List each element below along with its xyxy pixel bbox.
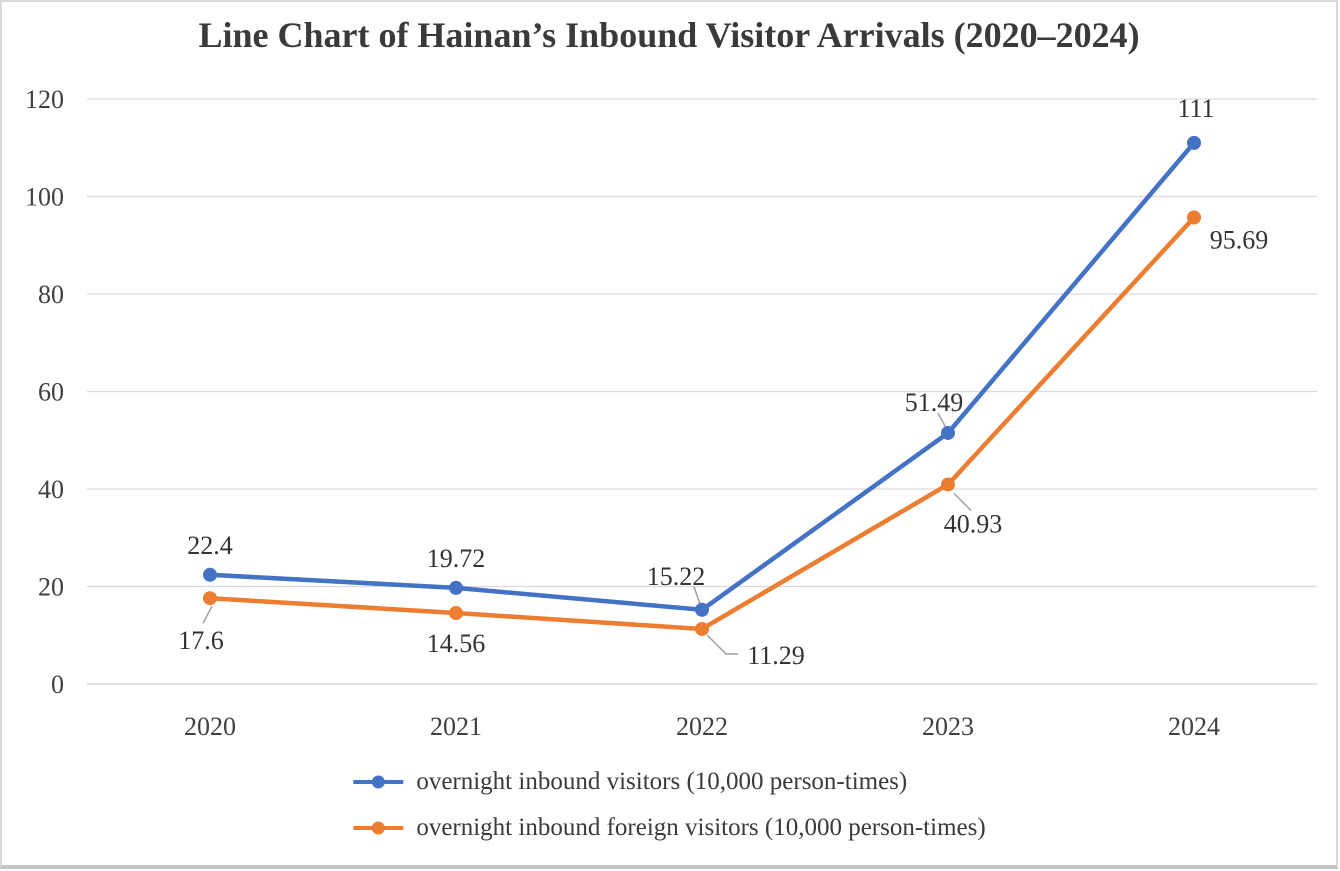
data-point-marker — [695, 621, 709, 636]
legend-item-overnight-inbound-foreign-visitors: overnight inbound foreign visitors (10,0… — [352, 808, 986, 848]
legend-line-marker-icon — [353, 821, 404, 835]
legend-line-marker-icon — [353, 775, 404, 789]
y-tick-label: 0 — [51, 670, 64, 699]
data-label: 95.69 — [1210, 226, 1269, 255]
data-label-leader-line — [202, 605, 213, 624]
y-tick-label: 40 — [38, 475, 64, 504]
line-chart-plot-area: 0 20 40 60 80 100 120 2020 2021 2022 2023 2024 22.4 1… — [25, 85, 1317, 741]
y-tick-label: 120 — [25, 85, 64, 114]
data-point-marker — [941, 477, 955, 492]
data-label-leader-line — [937, 412, 947, 429]
x-axis-label: 2020 — [184, 712, 236, 741]
y-tick-label: 60 — [38, 378, 64, 407]
chart-title: Line Chart of Hainan’s Inbound Visitor A… — [198, 15, 1140, 55]
data-label: 40.93 — [944, 509, 1003, 538]
x-axis-label: 2021 — [430, 712, 482, 741]
data-point-marker — [449, 606, 463, 621]
y-tick-label: 20 — [38, 573, 64, 602]
data-label: 19.72 — [427, 544, 486, 573]
data-label-leader-line — [706, 634, 738, 655]
data-label-leader-line — [953, 492, 972, 512]
data-label: 51.49 — [905, 388, 964, 417]
data-point-marker — [203, 591, 217, 606]
legend-label: overnight inbound foreign visitors (10,0… — [416, 814, 986, 841]
data-label: 14.56 — [427, 629, 486, 658]
legend: overnight inbound visitors (10,000 perso… — [352, 762, 986, 848]
y-tick-label: 100 — [25, 183, 64, 212]
legend-label: overnight inbound visitors (10,000 perso… — [416, 768, 908, 795]
x-axis-label: 2023 — [922, 712, 974, 741]
data-label-leader-line — [693, 586, 701, 605]
data-point-marker — [1187, 210, 1201, 225]
data-label: 15.22 — [647, 562, 706, 591]
data-point-marker — [449, 580, 463, 595]
data-point-marker — [203, 567, 217, 582]
data-label: 111 — [1177, 94, 1214, 123]
legend-item-overnight-inbound-visitors: overnight inbound visitors (10,000 perso… — [352, 762, 907, 802]
data-point-marker — [1187, 135, 1201, 150]
data-point-marker — [695, 602, 709, 617]
data-point-marker — [941, 425, 955, 440]
y-tick-label: 80 — [38, 280, 64, 309]
data-label: 22.4 — [187, 531, 233, 560]
x-axis-label: 2024 — [1168, 712, 1220, 741]
data-label: 11.29 — [747, 641, 805, 670]
x-axis-label: 2022 — [676, 712, 728, 741]
data-label: 17.6 — [178, 626, 224, 655]
